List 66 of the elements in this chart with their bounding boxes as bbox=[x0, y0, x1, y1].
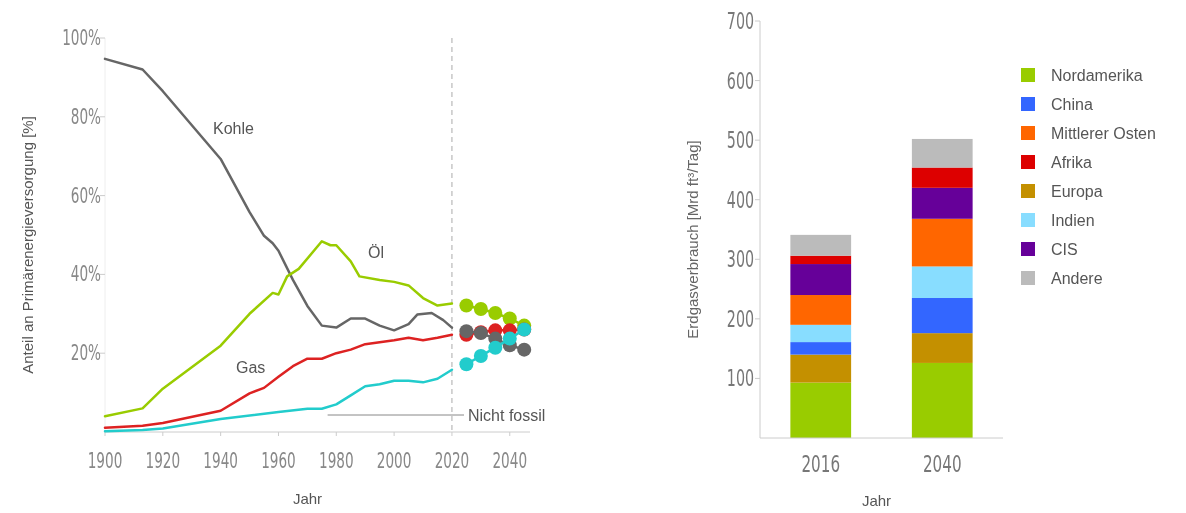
y-tick-label: 80% bbox=[70, 104, 101, 129]
y-axis-title: Erdgasverbrauch [Mrd ft³/Tag] bbox=[684, 140, 701, 339]
x-tick-label: 2000 bbox=[376, 449, 412, 473]
bar bbox=[790, 324, 852, 343]
line-series bbox=[103, 240, 454, 418]
point bbox=[473, 348, 488, 363]
point bbox=[459, 357, 474, 372]
point bbox=[502, 311, 517, 326]
y-tick-label: 300 bbox=[726, 245, 754, 273]
text: Nicht fossil bbox=[468, 407, 546, 424]
legend-label: Indien bbox=[1051, 212, 1095, 229]
legend-label: Andere bbox=[1051, 270, 1103, 287]
y-tick-label: 20% bbox=[70, 341, 101, 365]
point bbox=[473, 302, 488, 317]
legend-label: Afrika bbox=[1051, 154, 1092, 171]
x-tick-label: 2016 bbox=[801, 450, 841, 478]
bar bbox=[911, 266, 973, 299]
series-label: Gas bbox=[236, 359, 266, 376]
y-tick-label: 500 bbox=[726, 126, 754, 153]
legend-label: Mittlerer Osten bbox=[1051, 125, 1156, 142]
bar bbox=[790, 354, 852, 383]
x-tick-label: 1920 bbox=[145, 449, 181, 473]
x-axis-title: Jahr bbox=[861, 492, 892, 509]
bar bbox=[911, 167, 973, 188]
x-axis-title: Jahr bbox=[292, 490, 323, 507]
line-series bbox=[103, 333, 454, 429]
point bbox=[459, 298, 474, 313]
y-tick-label: 200 bbox=[726, 305, 754, 332]
x-tick-label: 1960 bbox=[261, 449, 296, 473]
bar bbox=[790, 342, 852, 355]
x-tick-label: 2020 bbox=[434, 449, 470, 473]
x-tick-label: 1980 bbox=[318, 449, 354, 473]
bar bbox=[790, 264, 852, 296]
bar bbox=[790, 234, 852, 256]
series-label: Kohle bbox=[213, 120, 255, 137]
bar bbox=[911, 362, 973, 438]
legend-label: Europa bbox=[1051, 183, 1103, 200]
y-tick-label: 60% bbox=[70, 183, 101, 208]
y-tick-label: 600 bbox=[726, 66, 754, 94]
point bbox=[488, 306, 503, 321]
y-tick-label: 400 bbox=[726, 186, 754, 213]
y-axis-title: Anteil an Primärenergieversorgung [%] bbox=[19, 116, 36, 374]
x-tick-label: 1940 bbox=[203, 449, 238, 473]
series-label: Öl bbox=[368, 244, 384, 261]
bar bbox=[911, 333, 973, 363]
bar bbox=[790, 295, 852, 325]
y-tick-label: 100 bbox=[726, 364, 754, 392]
point bbox=[488, 340, 503, 355]
bar bbox=[911, 218, 973, 267]
bar bbox=[911, 298, 973, 334]
y-tick-label: 100% bbox=[62, 26, 101, 50]
legend-label: Nordamerika bbox=[1051, 67, 1143, 84]
x-tick-label: 2040 bbox=[492, 449, 528, 473]
point bbox=[502, 331, 517, 346]
y-tick-label: 40% bbox=[70, 262, 101, 287]
legend-label: China bbox=[1051, 96, 1093, 113]
bar bbox=[911, 187, 973, 219]
y-tick-label: 700 bbox=[726, 7, 754, 34]
line-series bbox=[103, 57, 454, 332]
x-tick-label: 1900 bbox=[87, 449, 123, 473]
x-tick-label: 2040 bbox=[922, 450, 962, 478]
bar bbox=[790, 382, 852, 438]
bar bbox=[911, 138, 973, 168]
legend-label: CIS bbox=[1051, 241, 1078, 258]
point bbox=[517, 342, 532, 357]
bar bbox=[790, 255, 852, 265]
